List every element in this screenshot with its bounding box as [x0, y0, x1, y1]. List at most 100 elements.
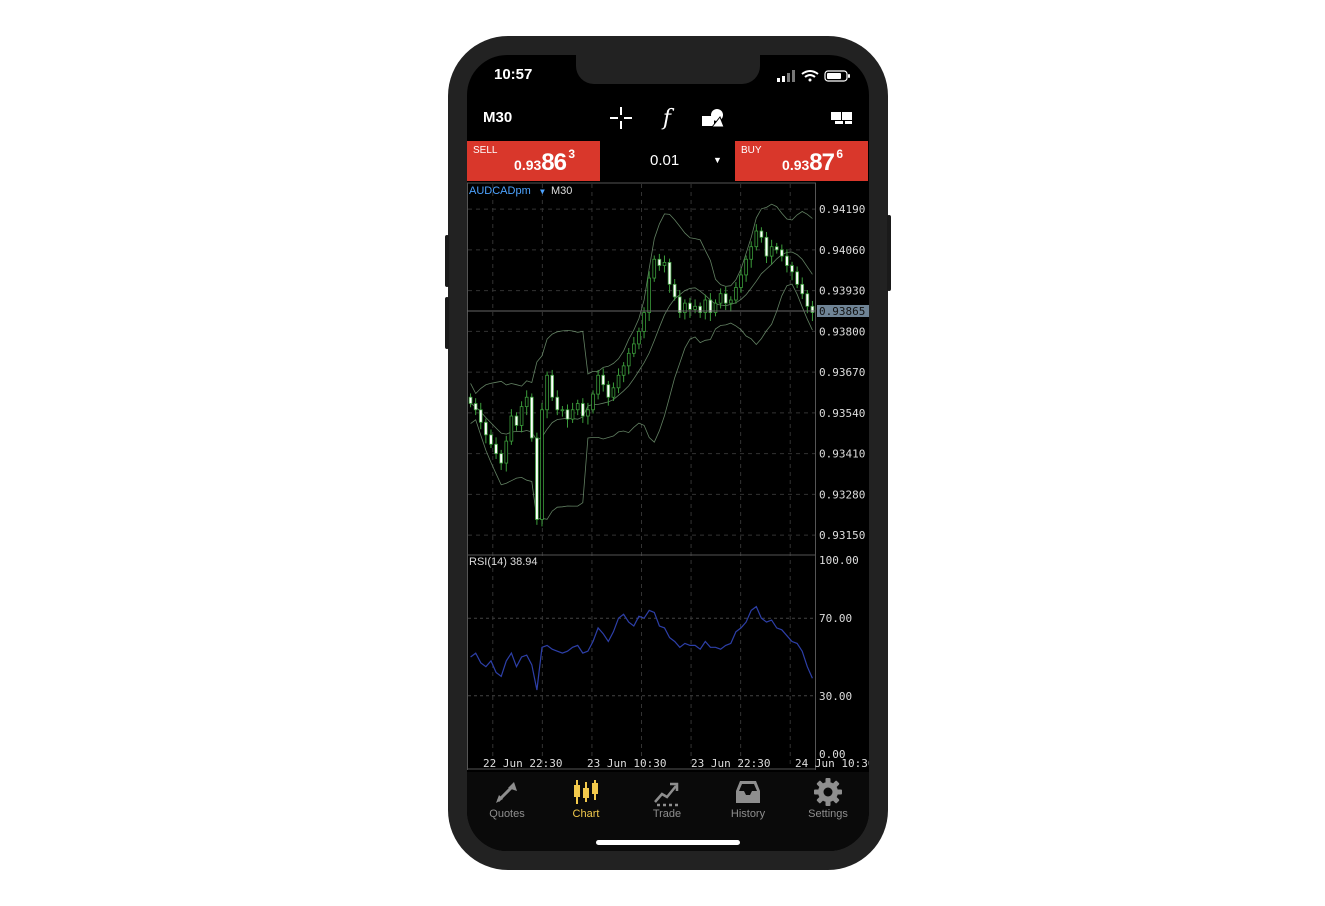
- candle-body: [744, 258, 748, 276]
- tab-settings[interactable]: Settings: [788, 777, 868, 827]
- candle-body: [723, 293, 728, 304]
- buy-price: 0.9387 6: [782, 147, 843, 177]
- candle-body: [550, 374, 555, 398]
- volume-dropdown-icon[interactable]: ▼: [713, 155, 722, 165]
- price-tick-label: 0.93670: [819, 366, 865, 379]
- candle-body: [489, 434, 493, 445]
- sell-button[interactable]: SELL 0.9386 3: [467, 141, 600, 181]
- buy-price-sup: 6: [836, 147, 843, 161]
- candle-body: [647, 277, 651, 313]
- history-inbox-icon: [736, 781, 760, 803]
- tab-trade[interactable]: Trade: [627, 777, 707, 827]
- price-chart[interactable]: 0.93865 AUDCADpm ▼ M30 0.94190 0.94060 0.9…: [467, 182, 869, 772]
- power-button: [887, 215, 891, 291]
- quotes-icon: [496, 782, 517, 803]
- candle-body: [494, 443, 498, 455]
- candle-body: [657, 258, 662, 266]
- candle-body: [632, 343, 636, 354]
- buy-label: BUY: [741, 145, 762, 156]
- candle-body: [499, 453, 503, 464]
- candle-body: [698, 305, 702, 313]
- candle-body: [540, 409, 544, 520]
- band-upper: [470, 203, 813, 395]
- candle-body: [749, 246, 754, 260]
- indicator-f-icon[interactable]: f: [654, 105, 680, 131]
- candle-body: [662, 261, 667, 266]
- candle-body: [672, 283, 677, 298]
- tab-history[interactable]: History: [708, 777, 788, 827]
- rsi-tick-label: 30.00: [819, 690, 852, 703]
- sell-price: 0.9386 3: [514, 147, 575, 177]
- tab-quotes[interactable]: Quotes: [467, 777, 547, 827]
- candle-body: [504, 440, 509, 464]
- time-tick-label: 23 Jun 10:30: [587, 757, 666, 770]
- candle-body: [800, 283, 805, 295]
- band-lower: [470, 283, 813, 520]
- candle-body: [519, 406, 524, 426]
- candle-body: [616, 374, 621, 389]
- tab-chart[interactable]: Chart: [546, 777, 626, 827]
- notch: [576, 55, 760, 84]
- candle-body: [581, 403, 585, 417]
- volume-up-button: [445, 235, 449, 287]
- candle-body: [688, 302, 692, 310]
- candle-body: [524, 396, 529, 408]
- chart-candles-icon: [574, 780, 598, 804]
- candle-body: [514, 415, 519, 426]
- candle-body: [478, 409, 483, 423]
- candle-body: [774, 246, 779, 251]
- candle-body: [637, 330, 641, 345]
- chart-timeframe: M30: [551, 185, 572, 197]
- candle-body: [596, 374, 600, 395]
- sell-price-sup: 3: [568, 147, 575, 161]
- candle-body: [805, 293, 810, 307]
- candle-body: [586, 409, 590, 417]
- candle-body: [555, 396, 560, 411]
- candle-body: [535, 437, 539, 520]
- time-tick-label: 24 Jun 10:30: [795, 757, 869, 770]
- price-tick-label: 0.93540: [819, 407, 865, 420]
- candle-body: [509, 415, 514, 442]
- candle-body: [570, 409, 575, 420]
- candle-body: [611, 387, 616, 398]
- status-icons: [777, 70, 850, 82]
- candle-body: [790, 265, 794, 273]
- candle-body: [785, 255, 789, 266]
- candle-body: [484, 421, 488, 436]
- candle-body: [759, 230, 764, 238]
- price-tick-label: 0.93150: [819, 529, 865, 542]
- symbol-dropdown-icon[interactable]: ▼: [540, 187, 545, 196]
- tab-quotes-label: Quotes: [489, 808, 525, 820]
- candle-body: [713, 302, 718, 313]
- phone-screen: 10:57 M30 f: [467, 55, 869, 851]
- buy-button[interactable]: BUY 0.9387 6: [735, 141, 868, 181]
- candle-body: [565, 409, 570, 420]
- candle-body: [739, 274, 743, 288]
- candle-body: [468, 396, 473, 404]
- candle-body: [764, 236, 769, 257]
- candle-body: [591, 393, 595, 411]
- candle-body: [810, 305, 815, 313]
- battery-icon: [824, 70, 850, 82]
- candle-body: [754, 230, 759, 248]
- chart-windows-icon[interactable]: [829, 105, 855, 131]
- chart-symbol[interactable]: AUDCADpm: [469, 185, 531, 197]
- volume-field[interactable]: 0.01: [650, 152, 680, 169]
- buy-price-big: 87: [809, 149, 835, 176]
- tab-chart-label: Chart: [572, 808, 600, 820]
- candle-body: [560, 409, 565, 412]
- candle-body: [621, 365, 626, 376]
- crosshair-icon[interactable]: [608, 105, 634, 131]
- candle-body: [545, 374, 549, 411]
- bottom-tab-bar: Quotes Chart: [467, 772, 869, 851]
- volume-down-button: [445, 297, 449, 349]
- candle-body: [677, 296, 682, 313]
- rsi-tick-label: 0.00: [819, 748, 846, 761]
- candle-body: [769, 246, 774, 257]
- sell-label: SELL: [473, 145, 498, 156]
- objects-icon[interactable]: [700, 105, 726, 131]
- candle-body: [780, 249, 784, 257]
- timeframe-selector[interactable]: M30: [483, 109, 513, 126]
- tab-trade-label: Trade: [652, 808, 682, 820]
- price-tick-label: 0.93930: [819, 285, 865, 298]
